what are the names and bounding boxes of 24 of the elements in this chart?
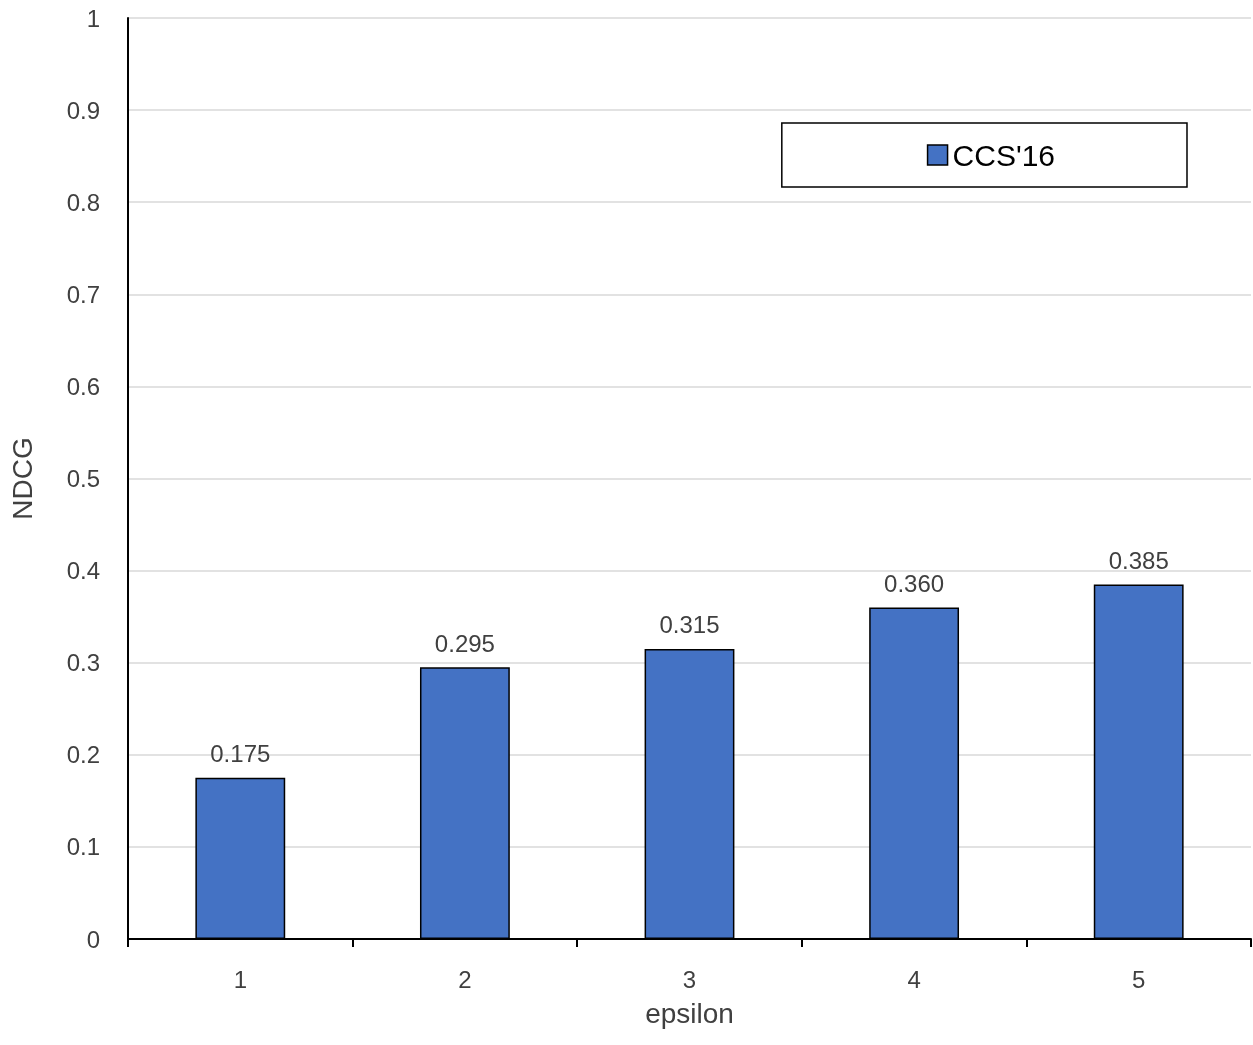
y-tick-label: 1: [86, 4, 100, 32]
y-tick-label: 0.8: [66, 188, 100, 216]
data-label: 0.175: [210, 740, 271, 768]
x-tick-label: 3: [682, 965, 697, 993]
y-tick-label: 0.1: [66, 833, 100, 861]
data-label: 0.315: [659, 611, 720, 639]
y-tick-label: 0: [86, 925, 100, 953]
x-tick-label: 1: [233, 965, 247, 993]
legend-label: CCS'16: [952, 138, 1055, 172]
y-tick-label: 0.6: [66, 372, 100, 400]
data-label: 0.360: [884, 569, 945, 597]
x-tick-label: 5: [1132, 965, 1146, 993]
y-tick-label: 0.5: [66, 465, 100, 492]
x-axis-title: epsilon: [645, 997, 734, 1029]
y-tick-label: 0.2: [66, 741, 100, 769]
y-axis-title: NDCG: [6, 437, 38, 520]
data-label: 0.295: [434, 629, 495, 657]
x-tick-label: 2: [458, 965, 472, 993]
y-tick-label: 0.9: [66, 96, 100, 124]
x-tick-label: 4: [907, 965, 921, 993]
y-tick-label: 0.4: [66, 557, 100, 585]
y-tick-label: 0.7: [66, 280, 100, 308]
y-tick-label: 0.3: [66, 649, 100, 677]
data-label: 0.385: [1108, 546, 1169, 574]
